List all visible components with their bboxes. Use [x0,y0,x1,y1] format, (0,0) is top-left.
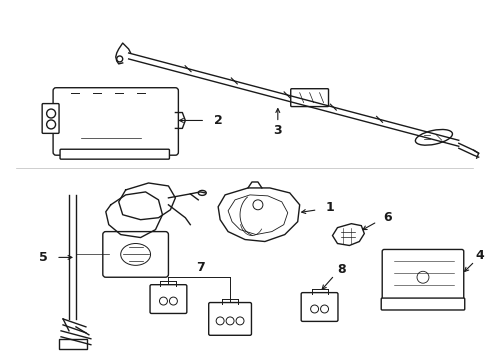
FancyBboxPatch shape [102,231,168,277]
Text: 7: 7 [196,261,204,274]
Polygon shape [227,195,287,235]
Ellipse shape [414,130,451,145]
Ellipse shape [121,243,150,265]
FancyBboxPatch shape [59,339,87,349]
Text: 4: 4 [474,249,483,262]
Polygon shape [218,188,299,242]
FancyBboxPatch shape [60,149,169,159]
FancyBboxPatch shape [42,104,59,133]
Text: 6: 6 [382,211,391,224]
Text: 2: 2 [213,114,222,127]
Text: 1: 1 [325,201,333,214]
Ellipse shape [198,190,206,195]
Text: 5: 5 [39,251,47,264]
Text: 3: 3 [273,124,282,137]
FancyBboxPatch shape [381,298,464,310]
FancyBboxPatch shape [301,293,337,321]
FancyBboxPatch shape [208,302,251,335]
FancyBboxPatch shape [382,249,463,305]
FancyBboxPatch shape [290,89,328,107]
Text: 8: 8 [336,263,345,276]
Polygon shape [332,224,364,246]
FancyBboxPatch shape [150,285,186,314]
FancyBboxPatch shape [53,88,178,155]
